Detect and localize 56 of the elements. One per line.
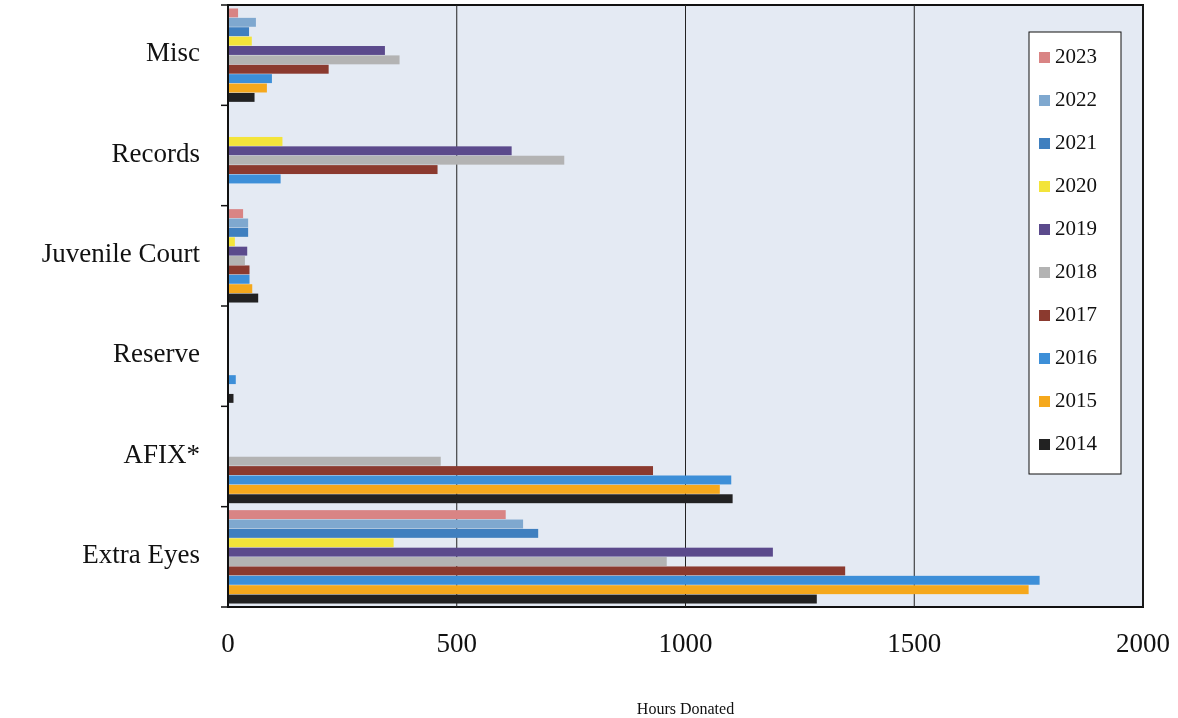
bar [228,146,512,156]
bar [228,36,252,46]
legend-label: 2021 [1055,129,1097,154]
x-tick-label: 1000 [658,628,713,658]
y-tick-label: Extra Eyes [82,539,200,570]
bar [228,136,283,146]
bar [228,528,539,538]
bar [228,27,250,37]
legend-label: 2020 [1055,172,1097,197]
bar [228,92,255,102]
bar [228,246,248,256]
bar [228,284,253,294]
bar [228,547,773,557]
bar [228,46,385,55]
legend-label: 2017 [1055,301,1097,326]
bar [228,575,1040,585]
x-tick-label: 2000 [1116,628,1170,658]
y-tick-label: Reserve [113,338,201,369]
x-tick-label: 1500 [887,628,942,658]
bar [228,165,438,175]
legend-label: 2018 [1055,258,1097,283]
bar [228,209,244,219]
y-tick-label: Records [111,137,200,168]
bar [228,456,441,466]
x-axis-title: Hours Donated [636,700,735,717]
bar [228,557,667,566]
bar [228,293,259,303]
legend-label: 2016 [1055,344,1097,369]
legend-label: 2022 [1055,86,1097,111]
bar [228,585,1029,595]
bar [228,8,239,18]
legend-label: 2014 [1055,430,1098,455]
bar [228,74,272,84]
bar [228,256,245,265]
bar [228,484,720,494]
bar [228,566,846,576]
x-tick-label: 0 [221,628,235,658]
y-tick-label: Juvenile Court [41,238,201,269]
bar [228,375,236,385]
bar [228,274,250,284]
bar [228,227,249,237]
x-tick-label: 500 [436,628,477,658]
bar [228,265,250,275]
legend-label: 2023 [1055,43,1097,68]
bar [228,475,732,485]
y-tick-label: Misc [146,37,201,68]
bar [228,155,565,165]
legend-label: 2015 [1055,387,1097,412]
bar [228,17,256,27]
bar [228,466,654,476]
bar [228,55,400,65]
bar [228,538,394,548]
bar [228,64,329,74]
y-tick-label: AFIX* [123,438,200,469]
legend-label: 2019 [1055,215,1097,240]
bar [228,510,506,520]
